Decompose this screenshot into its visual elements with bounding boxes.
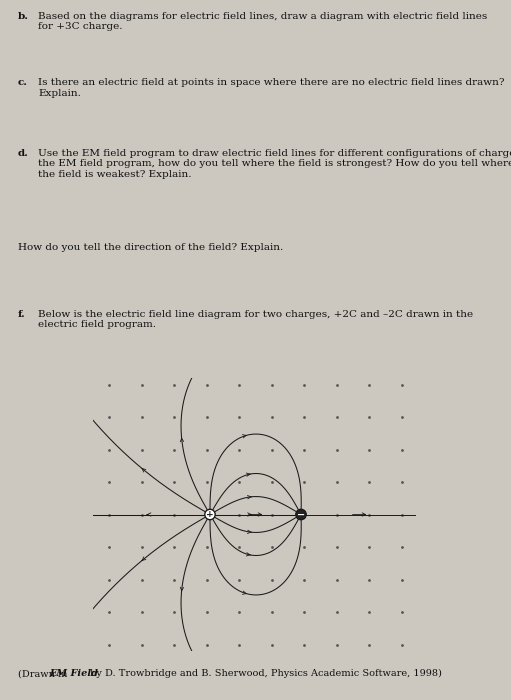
Text: c.: c.	[18, 78, 28, 88]
Text: by D. Trowbridge and B. Sherwood, Physics Academic Software, 1998): by D. Trowbridge and B. Sherwood, Physic…	[87, 669, 442, 678]
Text: EM Field: EM Field	[50, 669, 99, 678]
Text: Below is the electric field line diagram for two charges, +2C and –2C drawn in t: Below is the electric field line diagram…	[38, 309, 474, 329]
Text: (Drawn in: (Drawn in	[18, 669, 71, 678]
Text: Based on the diagrams for electric field lines, draw a diagram with electric fie: Based on the diagrams for electric field…	[38, 12, 487, 32]
Text: +: +	[206, 510, 214, 519]
Circle shape	[205, 510, 215, 519]
Text: d.: d.	[18, 149, 29, 158]
Circle shape	[296, 510, 306, 519]
Text: Is there an electric field at points in space where there are no electric field : Is there an electric field at points in …	[38, 78, 505, 98]
Text: Use the EM field program to draw electric field lines for different configuratio: Use the EM field program to draw electri…	[38, 149, 511, 178]
Text: −: −	[297, 510, 305, 519]
Text: How do you tell the direction of the field? Explain.: How do you tell the direction of the fie…	[18, 243, 283, 252]
Text: b.: b.	[18, 12, 29, 21]
Text: f.: f.	[18, 309, 26, 318]
